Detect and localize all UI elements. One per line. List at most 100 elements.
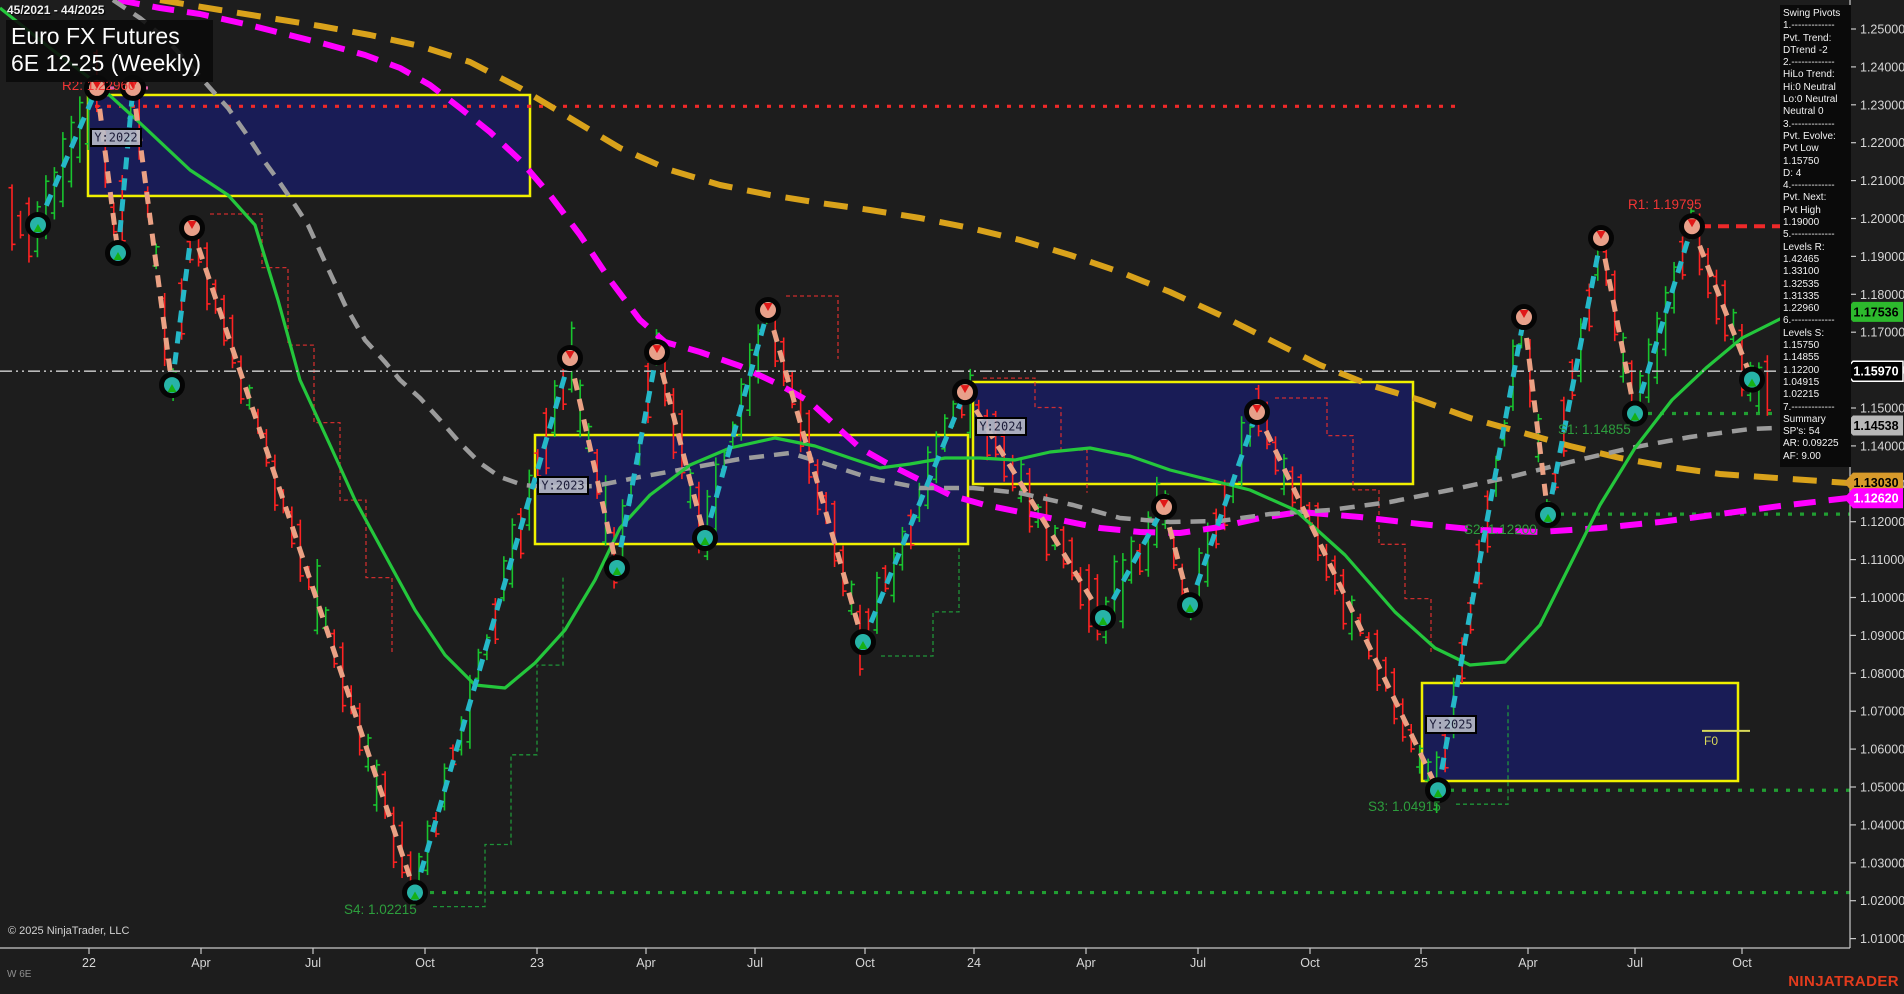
year-range-boxes — [86, 93, 1740, 783]
trailing-stops — [210, 213, 1509, 908]
upswing-line — [1632, 225, 1695, 415]
chart-title-line1: Euro FX Futures — [11, 23, 180, 49]
time-tick-label: Jul — [747, 956, 763, 970]
price-tick-label: 1.01000 — [1860, 932, 1904, 946]
pivot-down-arrow-icon — [1596, 231, 1606, 240]
time-tick-label: Oct — [1300, 956, 1320, 970]
panel-line: 1.22960 — [1783, 303, 1820, 315]
price-tag-value: 1.12620 — [1853, 492, 1898, 506]
time-tick-label: 24 — [967, 956, 981, 970]
pivot-up-arrow-icon — [167, 384, 177, 393]
price-tick-label: 1.23000 — [1860, 98, 1904, 112]
panel-line: 1.04915 — [1783, 376, 1820, 388]
downswing-line — [1254, 410, 1441, 792]
time-tick-label: Apr — [191, 956, 210, 970]
year-label-box — [1425, 715, 1477, 734]
panel-line: 1.12200 — [1783, 364, 1820, 376]
downswing-line — [1598, 237, 1638, 414]
year-label-box — [975, 417, 1027, 436]
f0-label: F0 — [1704, 734, 1718, 748]
downswing-line — [1521, 316, 1551, 516]
price-tick-label: 1.03000 — [1860, 856, 1904, 870]
time-tick-label: 22 — [82, 956, 96, 970]
pivot-down-arrow-icon — [1687, 219, 1697, 228]
panel-line: SP's: 54 — [1783, 426, 1820, 438]
price-tick-label: 1.24000 — [1860, 60, 1904, 74]
price-tag — [1844, 472, 1903, 493]
time-tick-label: Jul — [1627, 956, 1643, 970]
panel-line: 5.------------- — [1783, 229, 1835, 241]
panel-line: Hi:0 Neutral — [1783, 81, 1836, 93]
pivot-markers — [25, 74, 1765, 906]
axes[interactable]: 22 Apr Jul Oct 23 Apr Jul Oct 24 Apr Jul Oct 25 Apr Ju… — [0, 0, 1904, 970]
time-tick-label: Jul — [305, 956, 321, 970]
upswing-line — [702, 309, 771, 539]
upswing-line — [115, 87, 136, 254]
upswing-line — [1545, 237, 1604, 516]
pivot-up-arrow-icon — [1185, 604, 1195, 613]
downswing-line — [1161, 506, 1193, 606]
pivot-up-arrow-icon — [1747, 378, 1757, 387]
panel-line: 1.32535 — [1783, 278, 1820, 290]
panel-line: 1.15750 — [1783, 340, 1820, 352]
panel-line: 3.------------- — [1783, 118, 1835, 130]
time-tick-label: Apr — [636, 956, 655, 970]
pivot-down-arrow-icon — [92, 80, 102, 89]
pivot-up-arrow-icon — [700, 536, 710, 545]
year-label: Y:2023 — [541, 479, 584, 493]
level-label-S1: S1: 1.14855 — [1558, 422, 1631, 437]
price-tick-label: 1.20000 — [1860, 212, 1904, 226]
price-tag — [1842, 360, 1904, 382]
time-tick-label: 23 — [530, 956, 544, 970]
pivot-down-arrow-icon — [187, 220, 197, 229]
pivot-up-arrow-icon — [1630, 412, 1640, 421]
pivot-down-arrow-icon — [652, 345, 662, 354]
stop-trail-long — [881, 548, 960, 657]
price-tag-value: 1.14538 — [1853, 419, 1898, 433]
price-tick-label: 1.09000 — [1860, 629, 1904, 643]
time-tick-label: Jul — [1190, 956, 1206, 970]
price-tick-label: 1.18000 — [1860, 288, 1904, 302]
price-tick-label: 1.04000 — [1860, 818, 1904, 832]
pivot-down-arrow-icon — [128, 80, 138, 89]
price-tag-value: 1.15970 — [1853, 365, 1898, 379]
pivot-up-arrow-icon — [1543, 513, 1553, 522]
stop-trail-short — [786, 295, 839, 359]
panel-line: Lo:0 Neutral — [1783, 94, 1838, 106]
panel-line: Pvt High — [1783, 204, 1821, 216]
pivot-up-arrow-icon — [1433, 789, 1443, 798]
price-tick-label: 1.11000 — [1860, 553, 1904, 567]
time-tick-label: 25 — [1414, 956, 1428, 970]
price-tag-value: 1.17536 — [1853, 305, 1898, 319]
price-tick-label: 1.17000 — [1860, 326, 1904, 340]
price-tick-label: 1.12000 — [1860, 515, 1904, 529]
price-tick-label: 1.02000 — [1860, 894, 1904, 908]
time-tick-label: Oct — [1732, 956, 1752, 970]
date-range-label: 45/2021 - 44/2025 — [7, 3, 105, 17]
upswing-line — [1187, 411, 1260, 606]
price-tag — [1844, 415, 1903, 436]
ninjatrader-logo: NINJATRADER — [1788, 973, 1899, 990]
pivot-up-arrow-icon — [113, 251, 123, 260]
stop-trail-short — [1275, 397, 1432, 653]
price-tick-label: 1.14000 — [1860, 439, 1904, 453]
pivot-up-arrow-icon — [410, 891, 420, 900]
year-label-box — [90, 128, 142, 147]
panel-line: HiLo Trend: — [1783, 69, 1835, 81]
pivot-up-arrow-icon — [33, 223, 43, 232]
time-tick-label: Apr — [1518, 956, 1537, 970]
panel-line: Swing Pivots — [1783, 8, 1841, 19]
downswing-line — [1689, 225, 1755, 381]
copyright-label: © 2025 NinjaTrader, LLC — [8, 925, 130, 937]
pivot-up-arrow-icon — [1098, 616, 1108, 625]
upswing-line — [1435, 316, 1527, 791]
year-label: Y:2024 — [979, 420, 1022, 434]
panel-line: DTrend -2 — [1783, 44, 1828, 56]
level-label-S4: S4: 1.02215 — [344, 902, 417, 917]
panel-line: 1.33100 — [1783, 266, 1820, 278]
downswing-line — [765, 309, 866, 643]
time-tick-label: Oct — [415, 956, 435, 970]
pivot-up-arrow-icon — [858, 641, 868, 650]
